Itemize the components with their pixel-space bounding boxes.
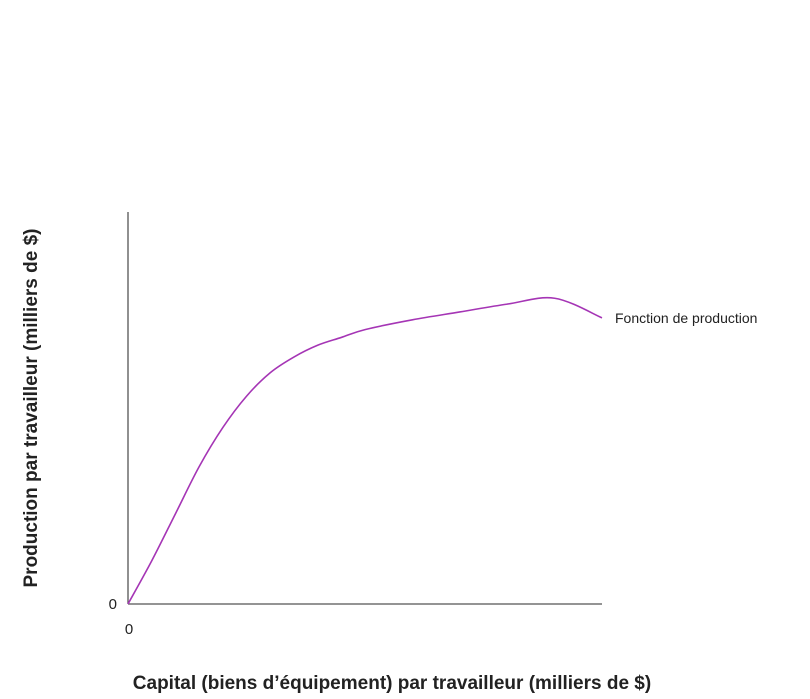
y-tick-label: 0 bbox=[109, 596, 117, 613]
plot-area bbox=[127, 212, 603, 605]
series-label: Fonction de production bbox=[615, 310, 757, 326]
y-axis-title: Production par travailleur (milliers de … bbox=[21, 229, 42, 588]
x-axis-title: Capital (biens d’équipement) par travail… bbox=[133, 673, 651, 694]
x-tick-label: 0 bbox=[125, 621, 133, 638]
production-function-curve bbox=[127, 296, 603, 605]
